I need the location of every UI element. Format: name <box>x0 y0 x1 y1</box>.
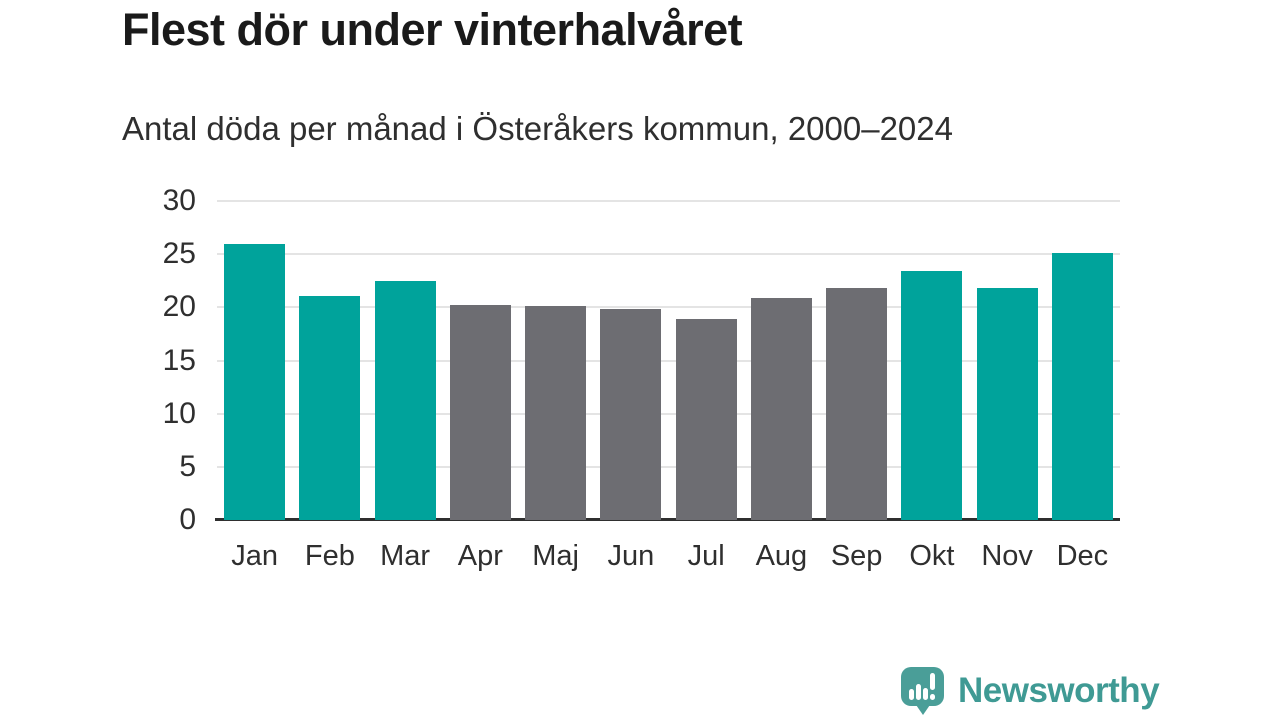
bar-apr <box>449 305 511 520</box>
bar-okt <box>901 271 963 520</box>
newsworthy-logo-text: Newsworthy <box>958 671 1160 710</box>
x-tick-label-aug: Aug <box>755 540 808 572</box>
bar-aug <box>750 297 812 520</box>
x-axis-line <box>215 518 1120 521</box>
x-tick-label-jul: Jul <box>687 540 725 572</box>
x-tick-label-maj: Maj <box>532 540 579 572</box>
bar-jun <box>600 309 662 520</box>
newsworthy-logo: Newsworthy <box>899 666 1160 716</box>
y-tick-label-15: 15 <box>162 343 196 377</box>
bar-feb <box>299 295 361 520</box>
x-tick-label-jun: Jun <box>607 540 655 572</box>
chart-subtitle: Antal döda per månad i Österåkers kommun… <box>122 110 953 147</box>
x-tick-label-feb: Feb <box>304 540 355 572</box>
x-tick-label-okt: Okt <box>909 540 955 572</box>
bar-jul <box>675 319 737 520</box>
x-tick-label-apr: Apr <box>457 540 503 572</box>
y-tick-label-30: 30 <box>162 184 196 217</box>
bar-maj <box>525 306 587 520</box>
gridline-5 <box>217 465 1120 468</box>
plot-area: 0 5 10 15 20 25 30 Jan Feb Mar Apr Maj Jun Jul Aug Sep O… <box>163 184 1120 572</box>
gridline-15 <box>217 359 1120 362</box>
x-tick-label-mar: Mar <box>380 540 431 572</box>
x-tick-label-nov: Nov <box>981 540 1033 572</box>
y-tick-label-25: 25 <box>162 237 196 271</box>
y-tick-label-20: 20 <box>162 290 196 324</box>
x-tick-label-sep: Sep <box>830 540 883 572</box>
bar-dec <box>1051 253 1113 520</box>
x-tick-label-jan: Jan <box>231 540 278 572</box>
gridline-20 <box>217 306 1120 309</box>
x-tick-label-dec: Dec <box>1056 540 1109 572</box>
y-tick-label-0: 0 <box>179 503 196 536</box>
newsworthy-logo-icon <box>901 667 944 715</box>
gridline-25 <box>217 253 1120 256</box>
y-tick-label-5: 5 <box>179 449 196 483</box>
gridline-10 <box>217 412 1120 415</box>
bar-nov <box>976 288 1038 520</box>
y-tick-label-10: 10 <box>162 396 196 430</box>
chart-title: Flest dör under vinterhalvåret <box>122 4 743 55</box>
gridline-30 <box>217 200 1120 202</box>
bar-mar <box>374 280 436 520</box>
bar-sep <box>826 288 888 520</box>
bar-jan <box>224 243 286 520</box>
